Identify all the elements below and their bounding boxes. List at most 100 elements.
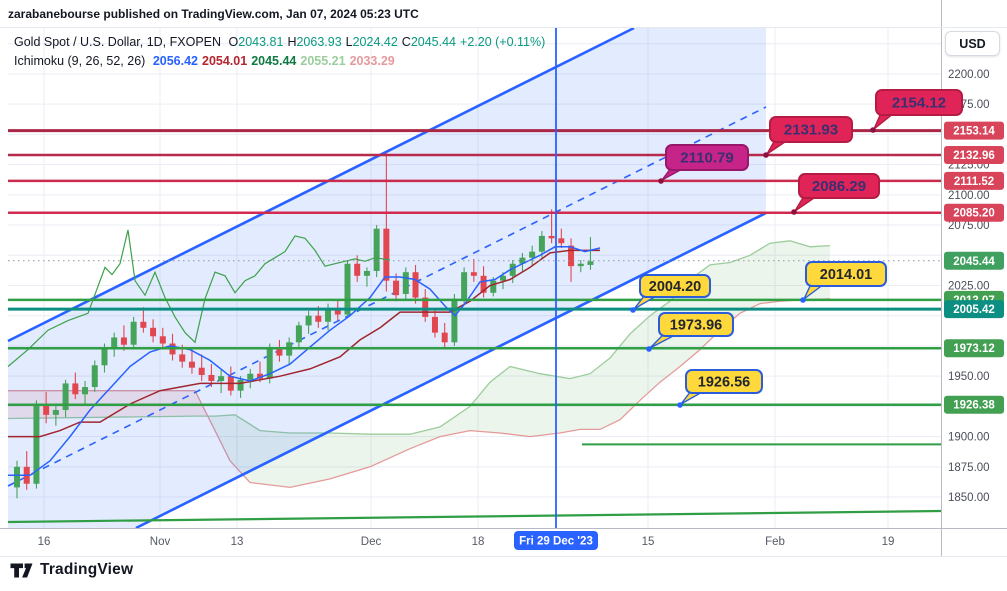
price-callout-label: 2131.93 [784,122,838,139]
symbol-legend-row[interactable]: Gold Spot / U.S. Dollar, 1D, FXOPEN O204… [14,33,549,52]
price-callout[interactable] [665,144,749,171]
ichimoku-value: 2033.29 [349,54,395,68]
price-callout-label: 2110.79 [680,150,733,167]
price-callout-label: 1973.96 [670,318,722,334]
candle-body [422,297,429,317]
price-callout[interactable] [805,261,887,287]
candle-body [315,315,322,322]
time-axis-label: 16 [38,536,51,548]
callout-anchor-dot [658,178,664,184]
candle-body [198,367,205,375]
tenkan-sen-line [8,246,601,477]
callout-anchor-dot [630,307,636,313]
price-callout[interactable] [639,274,711,298]
candle-body [402,272,409,294]
currency-toggle-button[interactable]: USD [945,31,1000,56]
candle-body [218,376,225,381]
candle-body [14,466,20,488]
channel-upper-line[interactable] [7,26,635,343]
price-badge-label: 2111.52 [954,176,994,188]
change-value: +2.20 (+0.11%) [460,35,546,49]
ichimoku-value: 2056.42 [152,54,198,68]
ohlc-key: H [287,35,297,49]
channel-lower-line[interactable] [135,211,767,530]
candle-body [237,379,244,391]
callout-anchor-dot [646,346,652,352]
time-axis-label: 15 [642,536,655,548]
indicator-title: Ichimoku (9, 26, 52, 26) [14,54,146,68]
price-callout-label: 2004.20 [649,279,701,295]
candle-body [111,337,118,349]
kijun-sen-line [8,249,600,438]
currency-toggle-label: USD [959,36,986,51]
crosshair-date-badge [514,531,598,550]
support-trendline[interactable] [7,509,942,524]
candle-body [305,315,312,326]
publish-attribution-text: zarabanebourse published on TradingView.… [8,6,419,21]
price-axis-label: 1950.00 [948,371,990,383]
candle-body [140,321,147,328]
price-badge [944,339,1004,358]
candle-body [72,383,79,395]
candle-body [188,361,195,368]
ohlc-value: 2045.44 [410,35,457,49]
candle-body [363,270,370,276]
candle-body [441,332,448,343]
price-callout[interactable] [769,116,853,143]
candle-body [490,280,497,293]
price-badge-label: 2005.42 [953,304,995,316]
candle-body [295,325,302,343]
candle-body [344,263,351,315]
ohlc-value: 2043.81 [238,35,284,49]
ohlc-key: C [401,35,411,49]
candle-body [393,280,400,296]
candle-body [334,308,341,315]
price-axis-label: 2200.00 [948,69,990,81]
candle-body [519,257,526,264]
candle-body [33,403,40,484]
time-axis-label: 19 [882,536,895,548]
channel-median-line[interactable] [7,106,767,487]
price-badge [944,171,1004,190]
time-axis-pane[interactable] [0,529,1007,556]
indicator-legend-row[interactable]: Ichimoku (9, 26, 52, 26) 2056.42 2054.01 2… [14,52,549,71]
callout-anchor-dot [870,127,876,133]
ichimoku-value: 2045.44 [251,54,297,68]
symbol-title: Gold Spot / U.S. Dollar, 1D, FXOPEN [14,35,222,49]
price-badge [944,300,1004,319]
price-badge-label: 1973.12 [953,343,995,355]
price-badge-label: 2153.14 [953,126,995,138]
candle-body [159,336,166,344]
price-callout-label: 2014.01 [820,267,872,283]
price-callout[interactable] [685,369,763,394]
candle-body [538,235,545,252]
price-callout[interactable] [658,312,734,337]
tradingview-logo[interactable]: TradingView [10,561,133,579]
price-callout[interactable] [875,89,963,116]
chikou-span-line [7,229,391,367]
time-axis-label: Nov [150,536,171,548]
tradingview-logo-text: TradingView [40,561,134,578]
callout-anchor-dot [791,209,797,215]
ichimoku-cloud-bullish [208,240,830,488]
candle-body [43,403,50,415]
ohlc-key: O [228,35,239,49]
chart-legend: Gold Spot / U.S. Dollar, 1D, FXOPEN O204… [14,33,549,71]
price-badge [944,121,1004,140]
candle-body [247,373,254,380]
candle-body [82,387,89,395]
price-badge [944,203,1004,222]
candle-body [120,337,127,345]
candle-body [558,238,565,244]
price-axis-label: 1875.00 [948,462,990,474]
candle-body [529,251,536,258]
ohlc-value: 2024.42 [352,35,398,49]
price-axis-label: 1900.00 [948,432,990,444]
candle-body [509,263,516,276]
price-callout[interactable] [798,173,880,199]
candle-body [257,373,263,379]
candle-body [354,263,361,276]
